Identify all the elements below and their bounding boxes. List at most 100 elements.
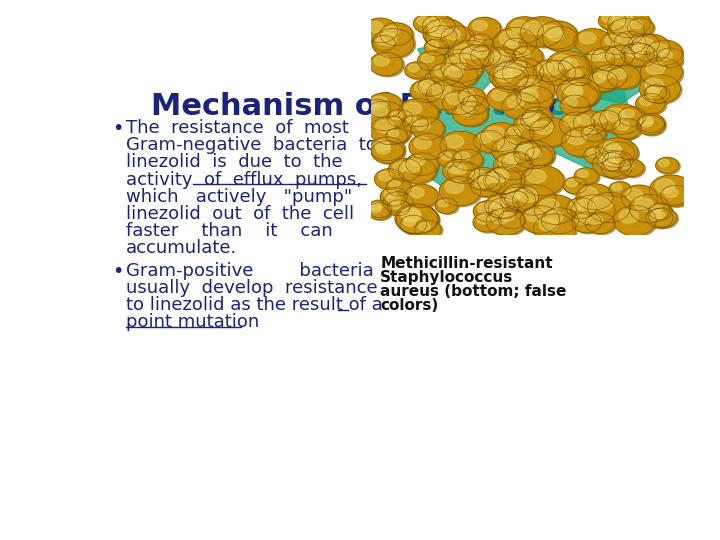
Text: activity  of  efflux  pumps,: activity of efflux pumps, — [126, 171, 362, 188]
Circle shape — [472, 177, 503, 198]
Circle shape — [404, 103, 422, 115]
Circle shape — [437, 199, 459, 214]
Circle shape — [397, 205, 439, 234]
Circle shape — [456, 152, 470, 161]
Circle shape — [559, 112, 595, 137]
Circle shape — [548, 52, 590, 82]
Circle shape — [485, 50, 528, 80]
Circle shape — [373, 141, 405, 164]
Circle shape — [557, 77, 600, 108]
Circle shape — [364, 19, 400, 44]
Circle shape — [472, 36, 482, 44]
Circle shape — [514, 140, 554, 169]
Circle shape — [459, 89, 487, 107]
Text: Gram-positive        bacteria: Gram-positive bacteria — [126, 262, 374, 280]
Circle shape — [614, 119, 643, 140]
Circle shape — [613, 206, 656, 235]
Circle shape — [454, 44, 474, 58]
Circle shape — [428, 23, 448, 36]
Circle shape — [441, 178, 482, 207]
Circle shape — [516, 143, 543, 161]
Circle shape — [594, 152, 632, 178]
Circle shape — [421, 54, 434, 63]
Text: The  resistance  of  most: The resistance of most — [126, 119, 349, 137]
Circle shape — [629, 33, 660, 55]
Circle shape — [386, 128, 408, 144]
Circle shape — [447, 163, 462, 173]
Circle shape — [492, 50, 504, 58]
Circle shape — [482, 124, 523, 153]
Circle shape — [484, 167, 522, 194]
Circle shape — [600, 32, 633, 55]
Circle shape — [395, 204, 438, 233]
Circle shape — [493, 137, 536, 166]
Circle shape — [636, 93, 665, 114]
Circle shape — [412, 80, 444, 104]
Circle shape — [443, 63, 478, 87]
Circle shape — [390, 159, 423, 183]
Circle shape — [449, 40, 491, 70]
Circle shape — [505, 191, 528, 207]
Circle shape — [493, 60, 536, 90]
Text: linezolid  out  of  the  cell: linezolid out of the cell — [126, 205, 354, 223]
Polygon shape — [418, 38, 512, 93]
Circle shape — [572, 212, 601, 233]
Circle shape — [601, 155, 613, 164]
Circle shape — [371, 202, 382, 210]
Circle shape — [365, 102, 407, 132]
Circle shape — [443, 160, 474, 182]
Circle shape — [541, 208, 578, 234]
Circle shape — [603, 151, 633, 172]
Circle shape — [363, 101, 405, 131]
Circle shape — [389, 110, 414, 128]
Circle shape — [382, 24, 414, 46]
Circle shape — [631, 195, 672, 224]
Circle shape — [523, 108, 554, 129]
Circle shape — [486, 195, 521, 219]
Circle shape — [598, 11, 626, 30]
Circle shape — [425, 19, 467, 50]
Circle shape — [535, 122, 554, 134]
Circle shape — [424, 16, 456, 39]
Circle shape — [523, 167, 565, 197]
Circle shape — [427, 27, 459, 49]
Circle shape — [413, 15, 440, 33]
Circle shape — [405, 62, 429, 79]
Circle shape — [621, 185, 658, 211]
Circle shape — [371, 205, 382, 213]
Circle shape — [410, 156, 425, 166]
Circle shape — [521, 110, 549, 131]
Circle shape — [438, 200, 449, 207]
Circle shape — [657, 48, 684, 68]
Circle shape — [398, 157, 436, 183]
Circle shape — [445, 135, 464, 148]
Circle shape — [622, 110, 634, 118]
Circle shape — [507, 40, 518, 48]
Circle shape — [629, 194, 670, 223]
Circle shape — [646, 62, 665, 75]
Circle shape — [589, 193, 632, 224]
Circle shape — [487, 86, 521, 110]
Circle shape — [387, 129, 410, 145]
Text: accumulate.: accumulate. — [126, 239, 238, 258]
Circle shape — [452, 149, 482, 170]
Circle shape — [499, 156, 516, 168]
Circle shape — [367, 22, 383, 32]
Circle shape — [520, 206, 559, 233]
Text: which   actively   "pump": which actively "pump" — [126, 188, 353, 206]
Circle shape — [374, 140, 390, 151]
Circle shape — [650, 209, 678, 228]
Circle shape — [534, 195, 576, 225]
Text: faster    than    it    can: faster than it can — [126, 222, 333, 240]
Text: aureus (bottom; false: aureus (bottom; false — [380, 284, 567, 299]
Circle shape — [406, 117, 418, 125]
Circle shape — [588, 71, 618, 91]
Circle shape — [502, 93, 539, 119]
Circle shape — [581, 187, 598, 199]
Circle shape — [502, 213, 514, 221]
Circle shape — [506, 125, 535, 146]
Circle shape — [376, 170, 405, 191]
Circle shape — [491, 212, 509, 224]
Circle shape — [622, 161, 634, 170]
Circle shape — [598, 153, 624, 171]
